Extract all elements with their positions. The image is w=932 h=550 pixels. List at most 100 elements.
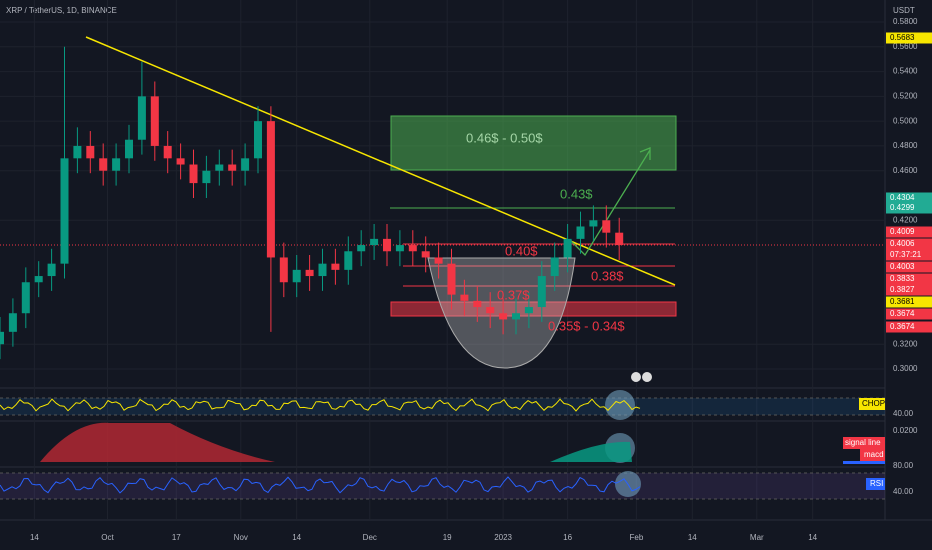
signal-tag <box>843 437 885 449</box>
price-tag-label: 07:37:21 <box>890 250 922 259</box>
target-arrow <box>569 147 651 257</box>
candle-body <box>305 269 314 277</box>
price-tag <box>886 202 932 214</box>
x-tick-label: 2023 <box>494 533 512 542</box>
candle-body <box>512 313 520 320</box>
y-tick-label: 0.4600 <box>893 166 918 175</box>
candle-body <box>550 257 559 277</box>
candle-body <box>395 245 404 252</box>
annotation: 0.40$ <box>505 243 538 258</box>
chop-label: CHOP <box>862 399 885 408</box>
candle-body <box>99 158 108 171</box>
annotation: 0.37$ <box>497 287 530 302</box>
price-tag <box>886 321 932 333</box>
candle-body <box>8 313 17 332</box>
rsi-tag <box>866 478 885 490</box>
y-tick-label: 0.4200 <box>893 215 918 224</box>
candle-body <box>408 245 417 252</box>
price-tag-label: 0.3827 <box>890 285 915 294</box>
x-tick-label: 19 <box>443 533 452 542</box>
candle-body <box>602 220 611 233</box>
currency: USDT <box>893 6 915 15</box>
x-tick-label: Oct <box>101 533 114 542</box>
rsi-level: 40.00 <box>893 487 914 496</box>
macd-tag <box>860 449 885 461</box>
candle-body <box>563 238 572 258</box>
price-tag-label: 0.4003 <box>890 262 915 271</box>
candle-body <box>215 164 224 171</box>
indicator-panes <box>0 372 885 500</box>
candle-body <box>318 263 327 277</box>
price-tag <box>886 273 932 285</box>
price-tag-label: 0.4304 <box>890 193 915 202</box>
candle-body <box>163 145 172 159</box>
candle-body <box>537 276 546 308</box>
y-tick-label: 0.5600 <box>893 42 918 51</box>
candle-body <box>47 263 56 277</box>
price-tag <box>886 226 932 238</box>
y-tick-label: 0.3000 <box>893 364 918 373</box>
chop-band <box>0 398 885 415</box>
price-tag-label: 0.4009 <box>890 227 915 236</box>
candle-body <box>266 121 275 258</box>
price-tag <box>886 261 932 273</box>
trendline <box>85 36 676 286</box>
candle-body <box>21 282 30 314</box>
chop-trace <box>0 398 641 412</box>
candle-body <box>370 238 379 246</box>
candle-body <box>125 139 133 159</box>
macd-level: 0.0200 <box>893 426 918 435</box>
macd-label: macd <box>864 450 884 459</box>
candle-body <box>486 307 495 314</box>
candle-body <box>176 158 185 165</box>
y-tick-label: 0.4800 <box>893 141 918 150</box>
macd-histogram <box>550 441 632 462</box>
support-zone <box>390 301 677 317</box>
candle-body <box>460 294 469 301</box>
signal-label: signal line <box>845 438 881 447</box>
candle-body <box>434 257 443 264</box>
candle-body <box>241 158 250 171</box>
candle-body <box>34 276 43 283</box>
candle-body <box>331 263 340 270</box>
target-zone <box>390 115 677 171</box>
price-tag-label: 0.3674 <box>890 322 915 331</box>
price-tag <box>886 32 932 44</box>
annotation: 0.38$ <box>591 268 624 283</box>
price-tag-label: 0.3833 <box>890 274 915 283</box>
candle-body <box>447 263 456 295</box>
price-tag-label: 0.3681 <box>890 297 915 306</box>
y-tick-label: 0.5400 <box>893 67 918 76</box>
candle-body <box>73 145 82 159</box>
rsi-trace <box>0 476 641 494</box>
annotation: 0.35$ - 0.34$ <box>548 318 625 333</box>
candle-body <box>112 158 121 171</box>
x-tick-label: Nov <box>234 533 248 542</box>
rsi-top: 80.00 <box>893 461 914 470</box>
candle-body <box>0 331 4 345</box>
x-tick-label: Feb <box>630 533 644 542</box>
macd-line-tag <box>843 461 885 464</box>
candle-body <box>254 121 262 159</box>
y-tick-label: 0.5800 <box>893 17 918 26</box>
y-tick-label: 0.3200 <box>893 339 918 348</box>
annotation: 0.46$ - 0.50$ <box>466 130 543 145</box>
y-tick-label: 0.5000 <box>893 116 918 125</box>
candle-body <box>383 238 391 252</box>
x-tick-label: Mar <box>750 533 764 542</box>
price-tag <box>886 284 932 296</box>
price-tag-label: 0.3674 <box>890 309 915 318</box>
candle-body <box>421 251 430 258</box>
price-tag <box>886 308 932 320</box>
price-tag-label: 0.5683 <box>890 33 915 42</box>
candle-body <box>589 220 598 227</box>
price-tag-label: 0.4299 <box>890 203 915 212</box>
candle-body <box>576 226 585 239</box>
x-tick-label: 14 <box>292 533 301 542</box>
price-tag <box>886 192 932 204</box>
candle-body <box>499 313 508 320</box>
y-tick-label: 0.5200 <box>893 91 918 100</box>
x-tick-label: 17 <box>172 533 181 542</box>
candle-body <box>137 96 146 140</box>
